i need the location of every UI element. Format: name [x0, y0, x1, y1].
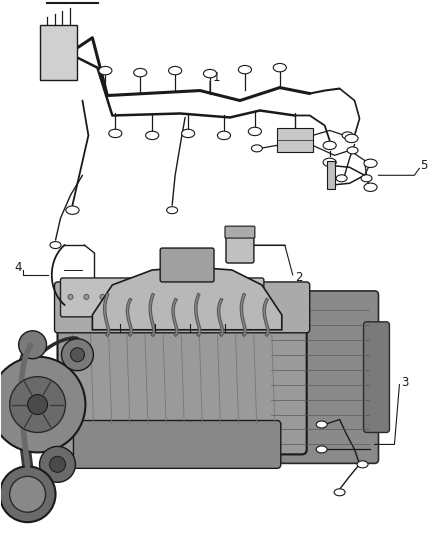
Bar: [46, 43, 56, 49]
Ellipse shape: [221, 317, 230, 322]
Circle shape: [100, 294, 105, 300]
Circle shape: [68, 294, 73, 300]
Circle shape: [148, 294, 153, 300]
Circle shape: [0, 357, 85, 453]
Ellipse shape: [66, 206, 79, 214]
Ellipse shape: [145, 131, 159, 140]
Ellipse shape: [364, 159, 377, 167]
Bar: [277, 128, 313, 152]
Circle shape: [61, 339, 93, 370]
Bar: [61, 55, 71, 62]
Circle shape: [173, 294, 178, 300]
Ellipse shape: [116, 317, 125, 322]
Ellipse shape: [50, 241, 61, 248]
Ellipse shape: [217, 131, 230, 140]
Circle shape: [84, 294, 89, 300]
Bar: [46, 55, 56, 62]
FancyBboxPatch shape: [225, 226, 255, 238]
Bar: [61, 69, 71, 75]
Text: 1: 1: [213, 71, 220, 84]
Circle shape: [220, 294, 226, 300]
Circle shape: [252, 294, 258, 300]
Bar: [46, 30, 56, 36]
Ellipse shape: [273, 63, 286, 72]
Circle shape: [132, 294, 137, 300]
Circle shape: [28, 394, 48, 415]
Ellipse shape: [316, 421, 327, 428]
Text: 3: 3: [401, 376, 409, 389]
Ellipse shape: [248, 127, 261, 135]
Ellipse shape: [364, 183, 377, 191]
Ellipse shape: [361, 175, 372, 182]
FancyBboxPatch shape: [60, 278, 159, 317]
FancyBboxPatch shape: [54, 282, 310, 333]
Circle shape: [0, 466, 56, 522]
Bar: [39, 25, 78, 80]
Ellipse shape: [151, 317, 159, 322]
Ellipse shape: [203, 69, 217, 78]
Ellipse shape: [323, 158, 336, 166]
FancyBboxPatch shape: [160, 248, 214, 282]
Ellipse shape: [238, 66, 251, 74]
Text: 2: 2: [295, 271, 302, 285]
Circle shape: [116, 294, 121, 300]
Ellipse shape: [109, 129, 122, 138]
Polygon shape: [92, 267, 282, 330]
FancyBboxPatch shape: [364, 322, 389, 432]
Ellipse shape: [357, 461, 368, 468]
Bar: [61, 30, 71, 36]
Ellipse shape: [342, 132, 353, 139]
Circle shape: [19, 331, 46, 359]
Bar: [61, 43, 71, 49]
Circle shape: [10, 477, 46, 512]
Circle shape: [205, 294, 209, 300]
FancyBboxPatch shape: [226, 227, 254, 263]
Circle shape: [71, 348, 85, 362]
Ellipse shape: [336, 175, 347, 182]
Ellipse shape: [334, 489, 345, 496]
FancyBboxPatch shape: [74, 421, 281, 469]
FancyBboxPatch shape: [57, 300, 307, 455]
Circle shape: [10, 377, 66, 432]
Ellipse shape: [347, 147, 358, 154]
Ellipse shape: [316, 446, 327, 453]
Ellipse shape: [181, 129, 194, 138]
Ellipse shape: [169, 67, 182, 75]
Text: 5: 5: [420, 159, 428, 172]
Ellipse shape: [345, 134, 358, 143]
Circle shape: [39, 447, 75, 482]
Ellipse shape: [134, 68, 147, 77]
Ellipse shape: [323, 141, 336, 150]
Circle shape: [237, 294, 241, 300]
FancyBboxPatch shape: [165, 278, 264, 317]
Text: 4: 4: [14, 262, 22, 274]
Bar: [46, 69, 56, 75]
Ellipse shape: [167, 207, 178, 214]
FancyBboxPatch shape: [261, 291, 378, 463]
Ellipse shape: [251, 145, 262, 152]
Circle shape: [189, 294, 194, 300]
Bar: [327, 161, 335, 189]
Ellipse shape: [186, 317, 194, 322]
Circle shape: [49, 456, 66, 472]
Ellipse shape: [99, 67, 112, 75]
